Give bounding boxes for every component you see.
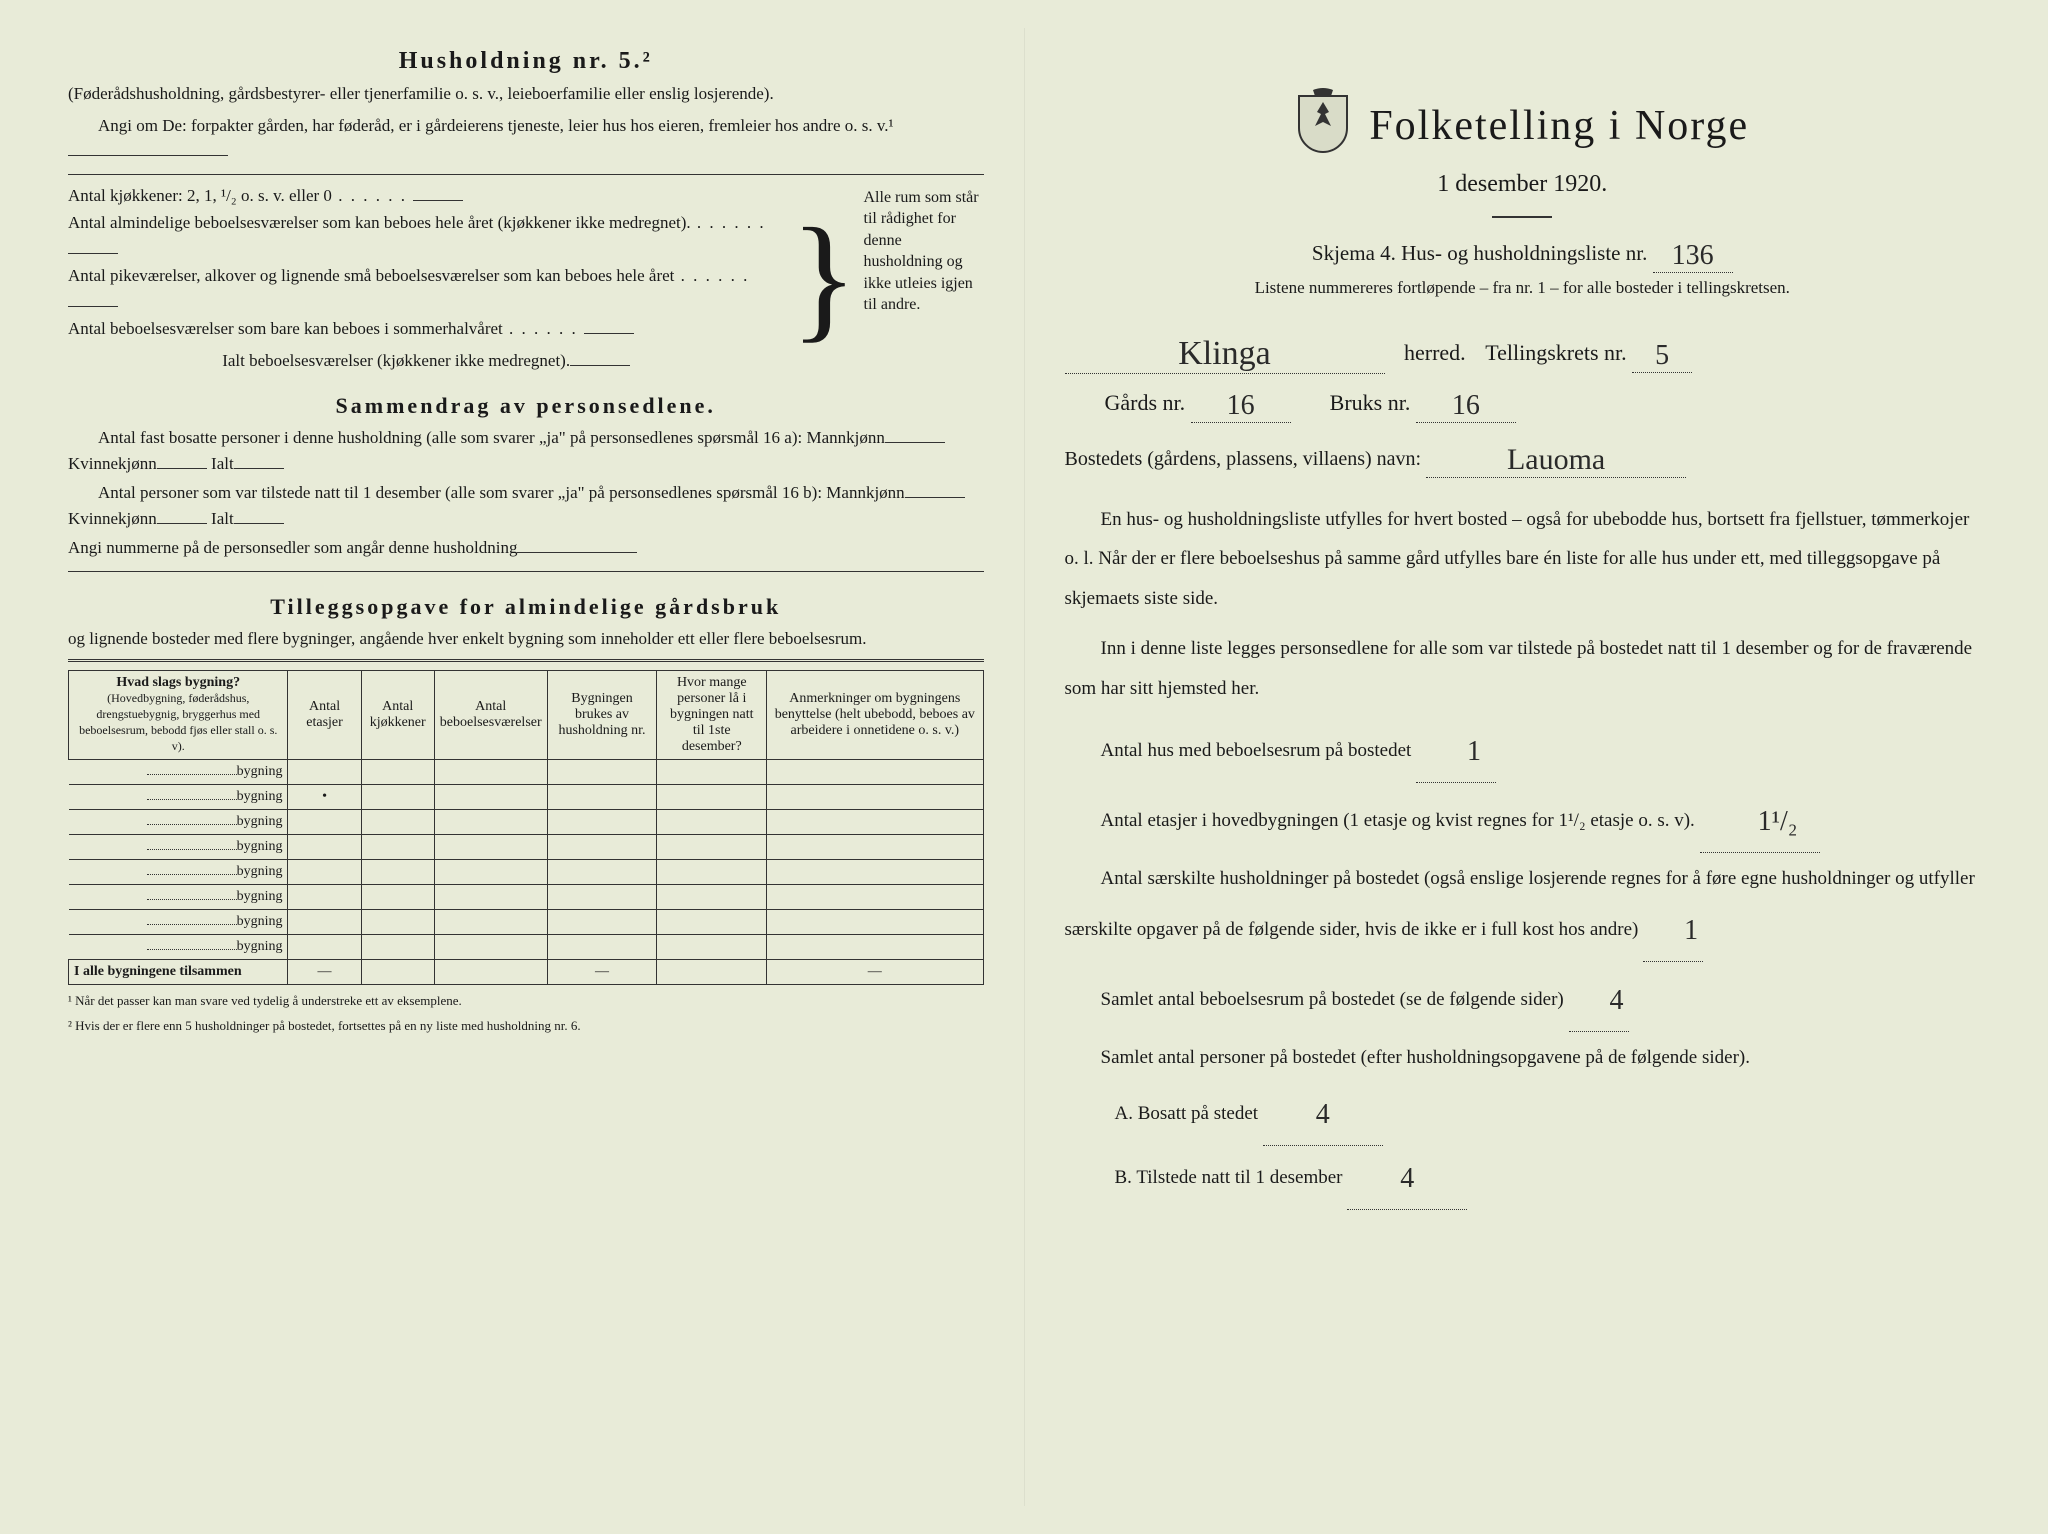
tillegg-table: Hvad slags bygning?(Hovedbygning, føderå…: [68, 670, 984, 985]
th7: Anmerkninger om bygningens benyttelse (h…: [767, 671, 983, 760]
table-header-row: Hvad slags bygning?(Hovedbygning, føderå…: [69, 671, 984, 760]
table-row: bygning: [69, 810, 984, 835]
listene: Listene nummereres fortløpende – fra nr.…: [1065, 275, 1981, 301]
q4-val: 4: [1569, 972, 1629, 1032]
footnote1: ¹ Når det passer kan man svare ved tydel…: [68, 993, 984, 1010]
table-row: bygning•: [69, 785, 984, 810]
th2: Antal etasjer: [288, 671, 361, 760]
k5: Ialt beboelsesværelser (kjøkkener ikke m…: [68, 348, 784, 374]
bostedet-val: Lauoma: [1426, 443, 1686, 478]
blank-line: [68, 155, 228, 156]
qA-val: 4: [1263, 1086, 1383, 1146]
th5: Bygningen brukes av husholdning nr.: [547, 671, 657, 760]
curly-brace: }: [784, 215, 863, 341]
q5-line: Samlet antal personer på bostedet (efter…: [1065, 1038, 1981, 1078]
gards-val: 16: [1191, 390, 1291, 423]
para1: En hus- og husholdningsliste utfylles fo…: [1065, 500, 1981, 620]
skjema-line: Skjema 4. Hus- og husholdningsliste nr. …: [1065, 236, 1981, 269]
tillegg-sub: og lignende bosteder med flere bygninger…: [68, 626, 984, 652]
table-body: bygning bygning• bygning bygning bygning…: [69, 760, 984, 985]
angi-text: Angi om De: forpakter gården, har føderå…: [68, 113, 984, 164]
table-row: bygning: [69, 860, 984, 885]
right-page: Folketelling i Norge 1 desember 1920. Sk…: [1025, 28, 2021, 1506]
tillegg-title: Tilleggsopgave for almindelige gårdsbruk: [68, 594, 984, 620]
q4-line: Samlet antal beboelsesrum på bostedet (s…: [1065, 968, 1981, 1028]
q2-val: 1¹/₂: [1700, 793, 1820, 853]
herred-line: Klinga herred. Tellingskrets nr. 5: [1065, 331, 1981, 370]
brace-text: Alle rum som står til rådighet for denne…: [864, 181, 984, 376]
sam1: Antal fast bosatte personer i denne hush…: [68, 425, 984, 476]
para2: Inn i denne liste legges personsedlene f…: [1065, 629, 1981, 709]
q2-line: Antal etasjer i hovedbygningen (1 etasje…: [1065, 789, 1981, 849]
main-title: Folketelling i Norge: [1369, 102, 1749, 150]
table-row: bygning: [69, 885, 984, 910]
kitchen-block: Antal kjøkkener: 2, 1, ¹/₂ o. s. v. elle…: [68, 181, 984, 376]
k3: Antal pikeværelser, alkover og lignende …: [68, 263, 784, 314]
header-block: Folketelling i Norge: [1065, 88, 1981, 163]
sammendrag-title: Sammendrag av personsedlene.: [68, 393, 984, 419]
crest-icon: [1295, 88, 1351, 163]
divider: [1492, 216, 1552, 218]
qA-line: A. Bosatt på stedet 4: [1065, 1082, 1981, 1142]
th1s: (Hovedbygning, føderådshus, drengstuebyg…: [79, 691, 277, 753]
q3-line: Antal særskilte husholdninger på bostede…: [1065, 859, 1981, 959]
household-sub: (Føderådshusholdning, gårdsbestyrer- ell…: [68, 81, 984, 107]
k2: Antal almindelige beboelsesværelser som …: [68, 210, 784, 261]
th4: Antal beboelsesværelser: [434, 671, 547, 760]
gards-line: Gårds nr. 16 Bruks nr. 16: [1065, 386, 1981, 419]
census-date: 1 desember 1920.: [1065, 171, 1981, 198]
table-row: bygning: [69, 935, 984, 960]
table-total-row: I alle bygningene tilsammen———: [69, 960, 984, 985]
sam2: Antal personer som var tilstede natt til…: [68, 480, 984, 531]
dbl-rule: [68, 659, 984, 662]
rule2: [68, 571, 984, 572]
bruks-val: 16: [1416, 390, 1516, 423]
q3-val: 1: [1643, 902, 1703, 962]
sam3: Angi nummerne på de personsedler som ang…: [68, 535, 984, 561]
table-row: bygning: [69, 910, 984, 935]
herred-val: Klinga: [1065, 335, 1385, 374]
th1: Hvad slags bygning?: [116, 675, 240, 690]
th6: Hvor mange personer lå i bygningen natt …: [657, 671, 767, 760]
tellingskrets-val: 5: [1632, 340, 1692, 373]
footnote2: ² Hvis der er flere enn 5 husholdninger …: [68, 1018, 984, 1035]
qB-val: 4: [1347, 1150, 1467, 1210]
table-row: bygning: [69, 835, 984, 860]
skjema-nr: 136: [1653, 240, 1733, 273]
q1-line: Antal hus med beboelsesrum på bostedet 1: [1065, 719, 1981, 779]
rule: [68, 174, 984, 175]
bostedet-line: Bostedets (gårdens, plassens, villaens) …: [1065, 439, 1981, 474]
th3: Antal kjøkkener: [361, 671, 434, 760]
q1-val: 1: [1416, 723, 1496, 783]
left-page: Husholdning nr. 5.² (Føderådshusholdning…: [28, 28, 1025, 1506]
qB-line: B. Tilstede natt til 1 desember 4: [1065, 1146, 1981, 1206]
k4: Antal beboelsesværelser som bare kan beb…: [68, 316, 784, 342]
table-row: bygning: [69, 760, 984, 785]
k1: Antal kjøkkener: 2, 1, ¹/₂ o. s. v. elle…: [68, 183, 784, 209]
household-title: Husholdning nr. 5.²: [68, 48, 984, 75]
angi-span: Angi om De: forpakter gården, har føderå…: [98, 116, 894, 135]
